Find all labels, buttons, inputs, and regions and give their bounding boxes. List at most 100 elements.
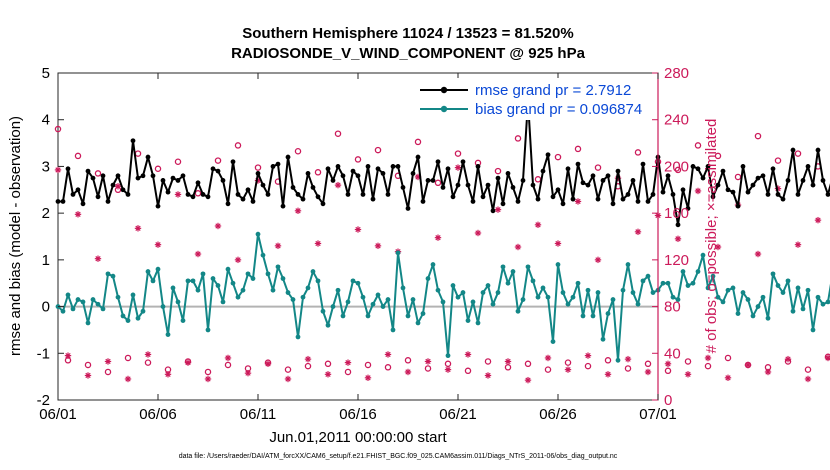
- rmse-point: [345, 192, 351, 197]
- bias-point: [400, 285, 406, 291]
- obs-possible-point: [54, 125, 62, 133]
- bias-point: [215, 283, 221, 288]
- bias-point: [200, 271, 206, 277]
- obs-possible-point: [144, 359, 152, 366]
- rmse-point: [410, 171, 416, 176]
- bias-point: [800, 306, 806, 312]
- rmse-point: [225, 201, 231, 207]
- x-tick-label: 07/01: [639, 406, 677, 423]
- rmse-point: [535, 196, 541, 202]
- rmse-point: [665, 173, 671, 179]
- bias-point: [345, 299, 351, 305]
- obs-assimilated-point: [694, 187, 702, 195]
- rmse-point: [180, 173, 186, 179]
- obs-assimilated-point: [594, 256, 602, 264]
- obs-assimilated-point: [224, 354, 232, 362]
- obs-possible-point: [494, 167, 502, 175]
- rmse-point: [295, 192, 301, 197]
- rmse-point: [70, 192, 76, 197]
- obs-assimilated-point: [494, 206, 502, 213]
- bias-point: [715, 294, 721, 300]
- rmse-point: [300, 196, 306, 202]
- bias-point: [450, 283, 456, 288]
- rmse-point: [270, 164, 276, 169]
- rmse-point: [135, 175, 141, 181]
- obs-assimilated-point: [104, 358, 112, 365]
- rmse-point: [200, 192, 206, 197]
- bias-point: [740, 290, 746, 295]
- bias-point: [365, 313, 371, 319]
- rmse-point: [190, 194, 196, 200]
- bias-point: [650, 290, 656, 295]
- bias-point: [525, 264, 531, 270]
- obs-possible-point: [84, 361, 92, 369]
- obs-possible-point: [604, 357, 612, 364]
- obs-possible-point: [104, 368, 112, 376]
- rmse-point: [460, 159, 466, 165]
- rmse-point: [445, 166, 451, 172]
- rmse-point: [210, 166, 216, 172]
- x-tick-label: 06/21: [439, 406, 477, 423]
- bias-point: [340, 313, 346, 319]
- obs-possible-point: [594, 164, 602, 171]
- bias-point: [220, 299, 226, 305]
- obs-assimilated-point: [584, 352, 592, 359]
- bias-point: [755, 304, 761, 309]
- rmse-point: [480, 194, 486, 200]
- bias-point: [785, 278, 791, 284]
- obs-assimilated-point: [384, 351, 392, 358]
- obs-assimilated-point: [794, 241, 802, 248]
- legend-bias-label: bias grand pr = 0.096874: [475, 101, 642, 118]
- obs-possible-point: [254, 164, 262, 171]
- obs-possible-point: [374, 146, 382, 154]
- obs-assimilated-point: [94, 255, 102, 262]
- rmse-point: [255, 171, 261, 176]
- obs-possible-point: [544, 366, 552, 373]
- rmse-point: [230, 159, 236, 165]
- obs-assimilated-point: [214, 222, 222, 230]
- rmse-point: [355, 173, 361, 179]
- bias-point: [170, 285, 176, 291]
- rmse-point: [670, 192, 676, 197]
- bias-point: [790, 308, 796, 314]
- rmse-point: [175, 178, 181, 183]
- obs-assimilated-point: [444, 366, 452, 373]
- bias-point: [585, 287, 591, 293]
- bias-point: [260, 252, 266, 258]
- bias-point: [745, 297, 751, 302]
- rmse-point: [265, 192, 271, 197]
- bias-point: [485, 283, 491, 288]
- obs-assimilated-point: [54, 166, 62, 174]
- obs-possible-point: [574, 145, 582, 153]
- obs-possible-point: [624, 365, 632, 372]
- obs-assimilated-point: [314, 240, 322, 247]
- bias-point: [700, 252, 706, 258]
- obs-possible-point: [664, 367, 672, 375]
- rmse-point: [650, 192, 656, 197]
- rmse-point: [60, 199, 66, 204]
- rmse-point: [130, 138, 136, 144]
- rmse-point: [560, 201, 566, 207]
- obs-assimilated-point: [724, 374, 732, 382]
- obs-assimilated-point: [174, 191, 182, 198]
- y-tick-label: -1: [37, 345, 50, 362]
- rmse-point: [220, 178, 226, 183]
- bias-point: [325, 322, 331, 328]
- rmse-point: [360, 192, 366, 197]
- rmse-point: [260, 182, 266, 188]
- bias-point: [675, 297, 681, 302]
- obs-possible-point: [414, 138, 422, 146]
- rmse-point: [235, 192, 241, 197]
- y-tick-label: 1: [42, 252, 50, 269]
- obs-assimilated-point: [634, 228, 642, 236]
- obs-possible-point: [754, 132, 762, 140]
- rmse-point: [105, 199, 111, 204]
- bias-point: [280, 276, 286, 281]
- rmse-point: [710, 194, 716, 200]
- bias-point: [135, 315, 141, 321]
- bias-point: [85, 320, 91, 326]
- rmse-point: [500, 201, 506, 207]
- rmse-point: [685, 206, 691, 211]
- rmse-point: [585, 182, 591, 188]
